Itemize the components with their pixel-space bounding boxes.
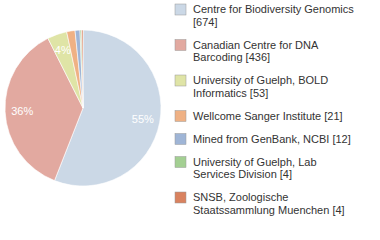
legend-label: Centre for Biodiversity Genomics[674] <box>193 3 354 28</box>
data-label: 36% <box>11 105 33 117</box>
data-label: 55% <box>132 113 154 125</box>
legend-swatch <box>175 134 186 145</box>
pie-slice <box>75 30 83 108</box>
legend-label: University of Guelph, LabServices Divisi… <box>193 156 317 181</box>
legend: Centre for Biodiversity Genomics[674] Can… <box>175 3 354 216</box>
pie-slice <box>82 30 83 108</box>
legend-label: University of Guelph, BOLDInformatics [5… <box>193 74 328 99</box>
legend-swatch <box>175 40 186 51</box>
data-label: 4% <box>55 44 71 56</box>
pie-slice <box>80 30 83 108</box>
legend-label: SNSB, ZoologischeStaatssammlung Muenchen… <box>193 191 345 216</box>
legend-label: Wellcome Sanger Institute [21] <box>193 110 343 122</box>
legend-swatch <box>175 192 186 203</box>
data-labels: 55% 36% 4% <box>11 44 154 125</box>
legend-label: Mined from GenBank, NCBI [12] <box>193 133 351 145</box>
chart: 55% 36% 4% Centre for Biodiversity Genomics… <box>0 0 380 240</box>
legend-label: Canadian Centre for DNABarcoding [436] <box>193 39 319 64</box>
legend-swatch <box>175 111 186 122</box>
legend-swatch <box>175 75 186 86</box>
pie-slice <box>67 30 83 108</box>
legend-swatch <box>175 4 186 15</box>
legend-swatch <box>175 157 186 168</box>
pie <box>5 30 161 186</box>
